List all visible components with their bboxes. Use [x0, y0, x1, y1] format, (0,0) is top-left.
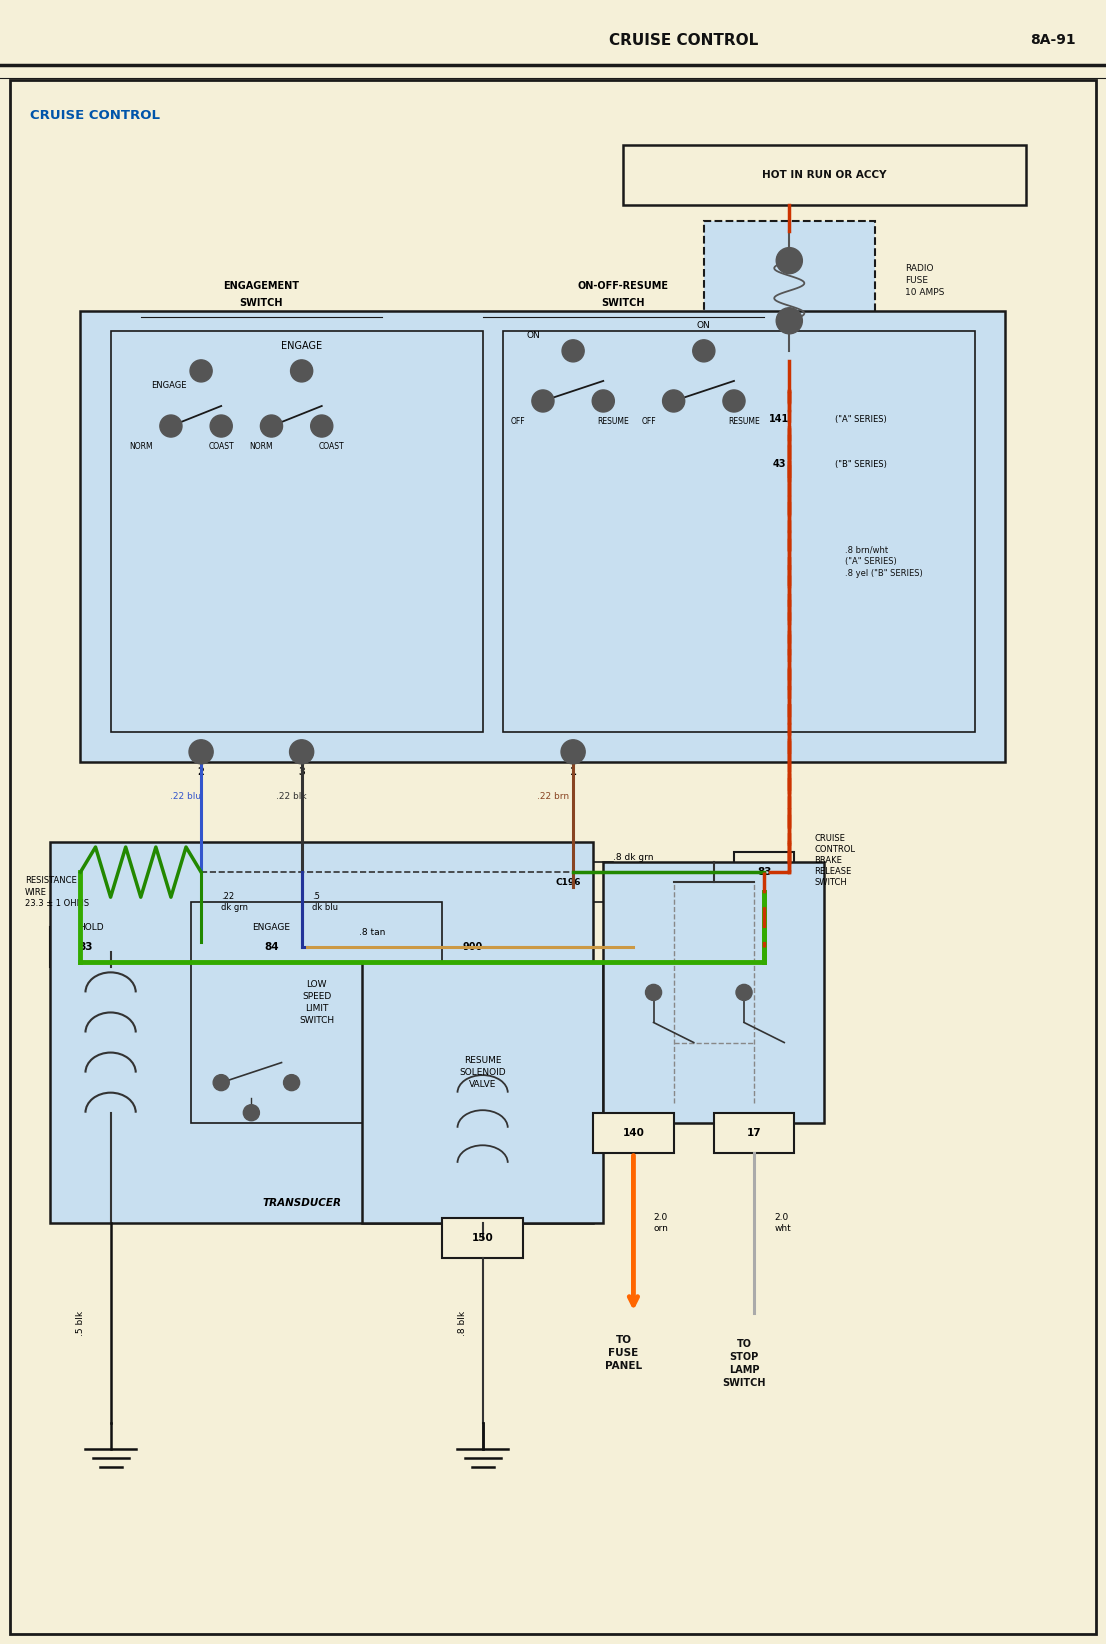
Text: HOT IN RUN OR ACCY: HOT IN RUN OR ACCY	[762, 171, 887, 181]
Text: NORM: NORM	[250, 442, 273, 450]
Bar	[703, 220, 875, 362]
Text: 43: 43	[772, 459, 786, 469]
Bar	[362, 962, 603, 1223]
Bar	[442, 1218, 523, 1258]
Text: TO
STOP
LAMP
SWITCH: TO STOP LAMP SWITCH	[722, 1338, 765, 1388]
Text: SWITCH: SWITCH	[602, 298, 645, 307]
Text: .22 blk: .22 blk	[276, 792, 306, 801]
Circle shape	[210, 414, 232, 437]
Text: C196: C196	[555, 878, 581, 886]
Bar	[50, 927, 121, 967]
Text: 84: 84	[264, 942, 279, 952]
Circle shape	[243, 1105, 260, 1121]
Text: ENGAGE: ENGAGE	[252, 922, 291, 932]
Circle shape	[291, 360, 313, 381]
Circle shape	[532, 390, 554, 413]
Circle shape	[283, 1075, 300, 1090]
Bar	[523, 861, 614, 903]
Text: RADIO
FUSE
10 AMPS: RADIO FUSE 10 AMPS	[905, 265, 945, 298]
Circle shape	[213, 1075, 229, 1090]
Circle shape	[290, 740, 314, 764]
Text: 2: 2	[198, 766, 205, 778]
Text: 2.0
wht: 2.0 wht	[774, 1213, 791, 1233]
Text: CRUISE
CONTROL
BRAKE
RELEASE
SWITCH: CRUISE CONTROL BRAKE RELEASE SWITCH	[814, 834, 855, 888]
Circle shape	[190, 360, 212, 381]
Bar	[237, 927, 306, 967]
Text: 3: 3	[299, 766, 305, 778]
Text: 2.0
orn: 2.0 orn	[654, 1213, 668, 1233]
Text: RESUME
SOLENOID
VALVE: RESUME SOLENOID VALVE	[459, 1057, 505, 1088]
Text: SWITCH: SWITCH	[240, 298, 283, 307]
Text: .5 blk: .5 blk	[76, 1310, 85, 1337]
Text: 150: 150	[472, 1233, 493, 1243]
Text: 1: 1	[570, 766, 576, 778]
Circle shape	[776, 307, 802, 334]
Bar	[81, 311, 1005, 761]
Circle shape	[723, 390, 745, 413]
Text: ON: ON	[697, 321, 711, 330]
Text: .5
dk blu: .5 dk blu	[312, 893, 337, 912]
Bar	[713, 1113, 794, 1152]
Text: CRUISE CONTROL: CRUISE CONTROL	[609, 33, 759, 48]
Text: HOLD: HOLD	[77, 922, 103, 932]
Text: LOW
SPEED
LIMIT
SWITCH: LOW SPEED LIMIT SWITCH	[299, 980, 334, 1024]
Text: OFF: OFF	[641, 416, 656, 426]
Bar	[191, 903, 442, 1123]
Text: .22 brn: .22 brn	[536, 792, 570, 801]
Text: .22
dk grn: .22 dk grn	[221, 893, 248, 912]
Text: ON-OFF-RESUME: ON-OFF-RESUME	[577, 281, 669, 291]
Text: TRANSDUCER: TRANSDUCER	[262, 1198, 341, 1208]
Circle shape	[662, 390, 685, 413]
Text: RESISTANCE
WIRE
23.3 ± 1 OHMS: RESISTANCE WIRE 23.3 ± 1 OHMS	[25, 876, 90, 909]
Bar	[734, 401, 824, 436]
Bar	[111, 330, 482, 732]
Text: 17: 17	[747, 1128, 761, 1138]
Text: TO
FUSE
PANEL: TO FUSE PANEL	[605, 1335, 641, 1371]
Text: .8 tan: .8 tan	[358, 927, 385, 937]
Text: COAST: COAST	[208, 442, 234, 450]
Circle shape	[646, 985, 661, 1001]
Circle shape	[311, 414, 333, 437]
Text: COAST: COAST	[319, 442, 345, 450]
Bar	[624, 145, 1025, 206]
Bar	[734, 852, 794, 893]
Text: 8A-91: 8A-91	[1030, 33, 1076, 48]
Circle shape	[562, 340, 584, 362]
Text: .8 brn/wht
("A" SERIES)
.8 yel ("B" SERIES): .8 brn/wht ("A" SERIES) .8 yel ("B" SERI…	[845, 546, 922, 577]
Bar	[503, 330, 975, 732]
Text: OFF: OFF	[511, 416, 525, 426]
Circle shape	[189, 740, 213, 764]
Text: CRUISE CONTROL: CRUISE CONTROL	[30, 109, 160, 122]
Text: ENGAGE: ENGAGE	[150, 381, 186, 390]
Circle shape	[692, 340, 714, 362]
Text: ON: ON	[526, 332, 540, 340]
Text: 83: 83	[79, 942, 93, 952]
Text: RESUME: RESUME	[597, 416, 629, 426]
Text: .22 blu: .22 blu	[170, 792, 201, 801]
Circle shape	[776, 248, 802, 273]
Bar	[432, 927, 513, 967]
Circle shape	[561, 740, 585, 764]
Text: NORM: NORM	[129, 442, 153, 450]
Text: .8 dk grn: .8 dk grn	[613, 853, 654, 861]
Text: 140: 140	[623, 1128, 645, 1138]
Text: ("A" SERIES): ("A" SERIES)	[835, 414, 886, 424]
Text: 900: 900	[462, 942, 482, 952]
Circle shape	[260, 414, 282, 437]
Bar	[734, 446, 824, 482]
Text: .8 blk: .8 blk	[458, 1310, 467, 1337]
Text: 83: 83	[757, 866, 771, 878]
Circle shape	[735, 985, 752, 1001]
Bar	[593, 1113, 674, 1152]
Circle shape	[160, 414, 182, 437]
Text: ("B" SERIES): ("B" SERIES)	[835, 460, 886, 469]
Bar	[50, 842, 593, 1223]
Text: ENGAGEMENT: ENGAGEMENT	[223, 281, 300, 291]
Text: 141: 141	[769, 414, 790, 424]
Text: RESUME: RESUME	[728, 416, 760, 426]
Text: ENGAGE: ENGAGE	[281, 340, 322, 350]
Circle shape	[592, 390, 614, 413]
Bar	[603, 861, 824, 1123]
